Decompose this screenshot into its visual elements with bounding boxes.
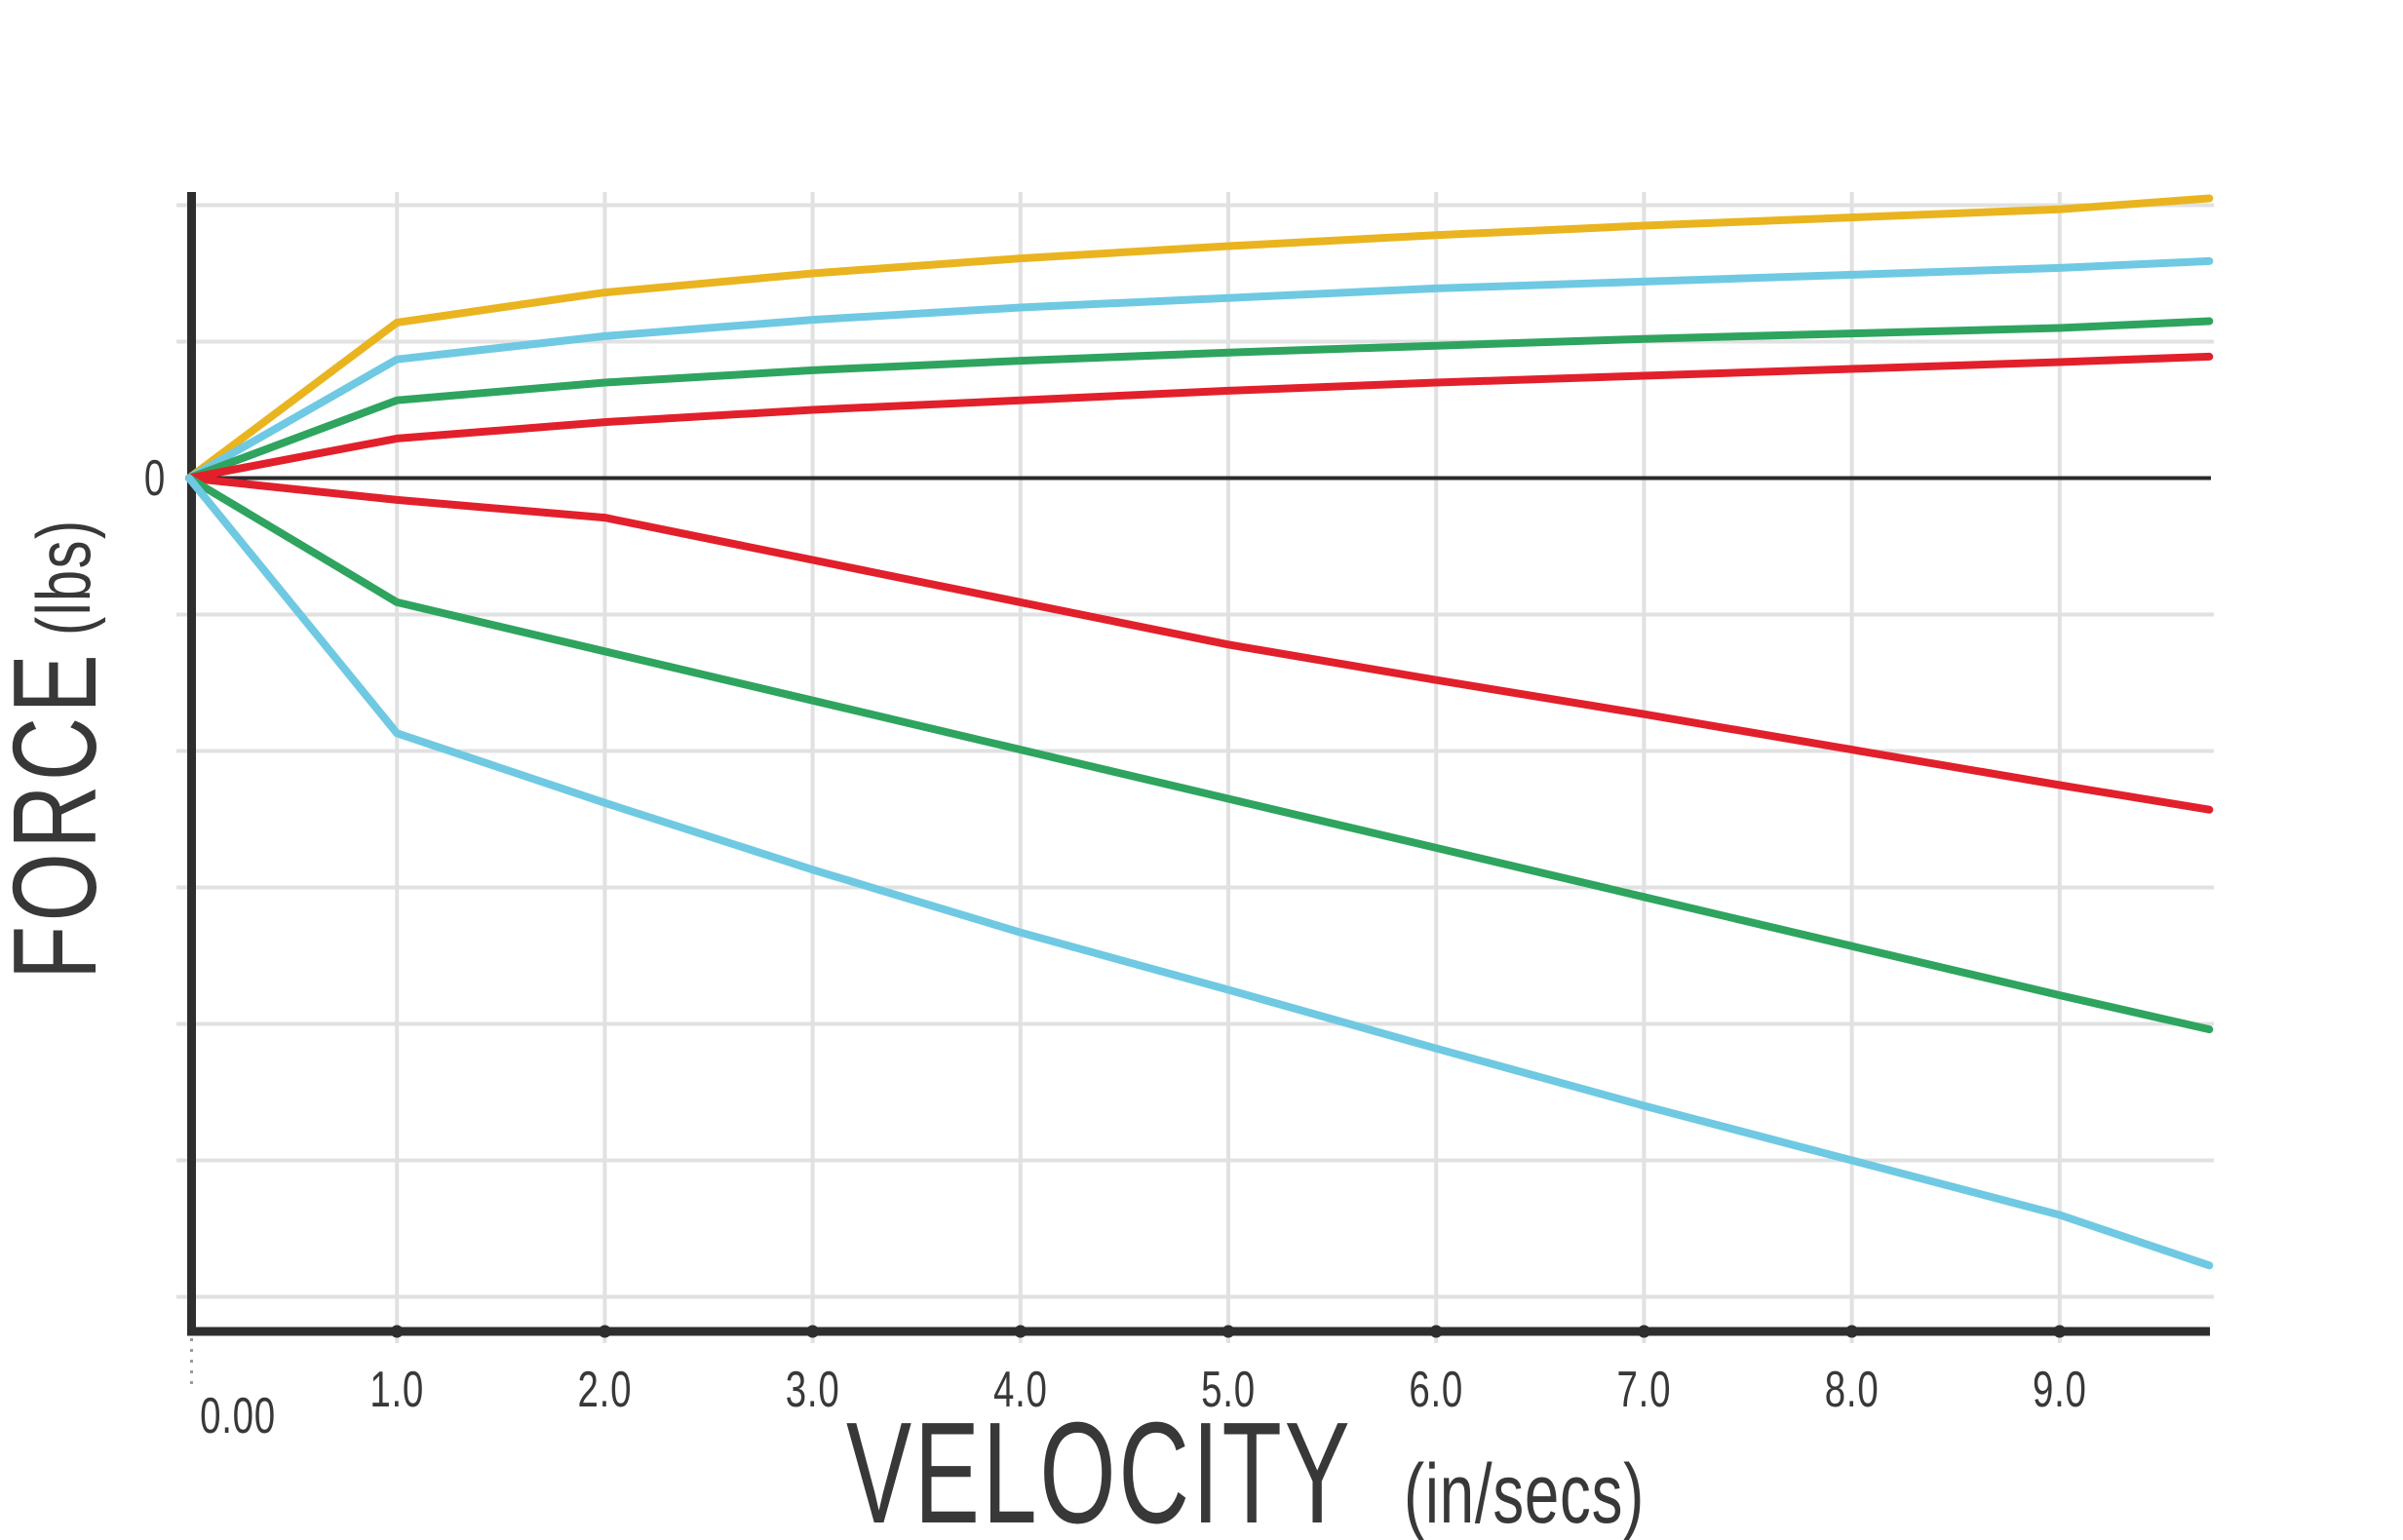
x-tick-label: 2.0	[578, 1361, 633, 1417]
x-axis-unit: (in/secs)	[1404, 1448, 1645, 1540]
axes	[187, 192, 2210, 1384]
x-tick-dot	[1845, 1325, 1859, 1338]
series-cyan-upper	[185, 256, 2214, 482]
x-tick-labels: 1.0 2.0 3.0 4.0 5.0 6.0 7.0 8.0 9.0	[369, 1361, 2086, 1417]
y-zero-label: 0	[144, 449, 166, 506]
y-axis-unit: (lbs)	[21, 519, 107, 635]
x-tick-dot	[1429, 1325, 1443, 1338]
series-red-upper	[185, 352, 2214, 482]
gridlines	[176, 192, 2214, 1343]
y-axis-title: FORCE	[0, 650, 121, 980]
x-tick-label: 6.0	[1409, 1361, 1463, 1417]
x-tick-dot	[806, 1325, 820, 1338]
x-tick-label: 9.0	[2033, 1361, 2087, 1417]
x-tick-dot	[1014, 1325, 1027, 1338]
series-cyan-lower	[185, 474, 2214, 1270]
origin-tick-label: 0.00	[200, 1387, 276, 1444]
series-green-lower	[185, 474, 2214, 1034]
x-tick-dot	[598, 1325, 611, 1338]
x-tick-label: 1.0	[369, 1361, 424, 1417]
x-tick-dot	[1221, 1325, 1235, 1338]
x-tick-label: 7.0	[1617, 1361, 1672, 1417]
series-red-lower	[185, 474, 2214, 814]
x-tick-label: 8.0	[1825, 1361, 1880, 1417]
series-yellow-upper	[185, 194, 2214, 482]
x-tick-label: 5.0	[1201, 1361, 1256, 1417]
x-tick-dot	[2053, 1325, 2067, 1338]
x-tick-dot	[390, 1325, 404, 1338]
x-axis-title: VELOCITY	[846, 1392, 1352, 1540]
series-green-upper	[185, 317, 2214, 482]
data-series	[185, 194, 2214, 1270]
x-tick-label: 3.0	[786, 1361, 840, 1417]
x-tick-dot	[1637, 1325, 1650, 1338]
x-tick-label: 4.0	[993, 1361, 1048, 1417]
